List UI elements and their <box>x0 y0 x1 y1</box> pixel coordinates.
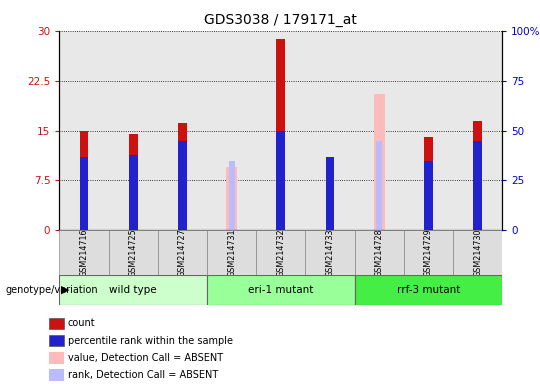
Bar <box>374 94 384 230</box>
Text: rank, Detection Call = ABSENT: rank, Detection Call = ABSENT <box>68 370 218 380</box>
Bar <box>109 230 158 275</box>
Title: GDS3038 / 179171_at: GDS3038 / 179171_at <box>204 13 357 27</box>
Text: ▶: ▶ <box>61 285 70 295</box>
Bar <box>326 157 334 230</box>
Bar <box>326 161 334 230</box>
Bar <box>355 275 502 305</box>
Text: GSM214732: GSM214732 <box>276 228 285 277</box>
Bar <box>59 275 207 305</box>
Text: eri-1 mutant: eri-1 mutant <box>248 285 314 295</box>
Bar <box>473 141 482 230</box>
Text: wild type: wild type <box>110 285 157 295</box>
Text: GSM214733: GSM214733 <box>326 228 334 277</box>
Bar <box>79 131 89 230</box>
Bar <box>129 134 138 230</box>
Bar <box>473 121 482 230</box>
Bar <box>404 230 453 275</box>
Bar <box>207 230 256 275</box>
Bar <box>424 137 433 230</box>
Text: GSM214730: GSM214730 <box>473 228 482 277</box>
Text: percentile rank within the sample: percentile rank within the sample <box>68 336 233 346</box>
Bar <box>207 275 355 305</box>
Bar <box>158 230 207 275</box>
Bar <box>59 230 109 275</box>
Text: genotype/variation: genotype/variation <box>5 285 98 295</box>
Bar <box>306 230 355 275</box>
Text: GSM214727: GSM214727 <box>178 228 187 277</box>
Text: count: count <box>68 318 95 328</box>
Bar <box>376 141 382 230</box>
Bar <box>178 141 187 230</box>
Text: GSM214728: GSM214728 <box>375 228 384 277</box>
Text: value, Detection Call = ABSENT: value, Detection Call = ABSENT <box>68 353 222 363</box>
Bar <box>424 161 433 230</box>
Text: GSM214729: GSM214729 <box>424 228 433 277</box>
Text: rrf-3 mutant: rrf-3 mutant <box>397 285 460 295</box>
Bar <box>256 230 306 275</box>
Bar <box>129 154 138 230</box>
Bar <box>453 230 502 275</box>
Bar <box>226 167 237 230</box>
Bar <box>355 230 404 275</box>
Text: GSM214725: GSM214725 <box>129 228 138 277</box>
Bar <box>79 157 89 230</box>
Bar <box>276 131 285 230</box>
Bar <box>276 40 285 230</box>
Text: GSM214731: GSM214731 <box>227 228 236 277</box>
Text: GSM214716: GSM214716 <box>79 228 89 277</box>
Bar <box>178 122 187 230</box>
Bar <box>228 161 235 230</box>
